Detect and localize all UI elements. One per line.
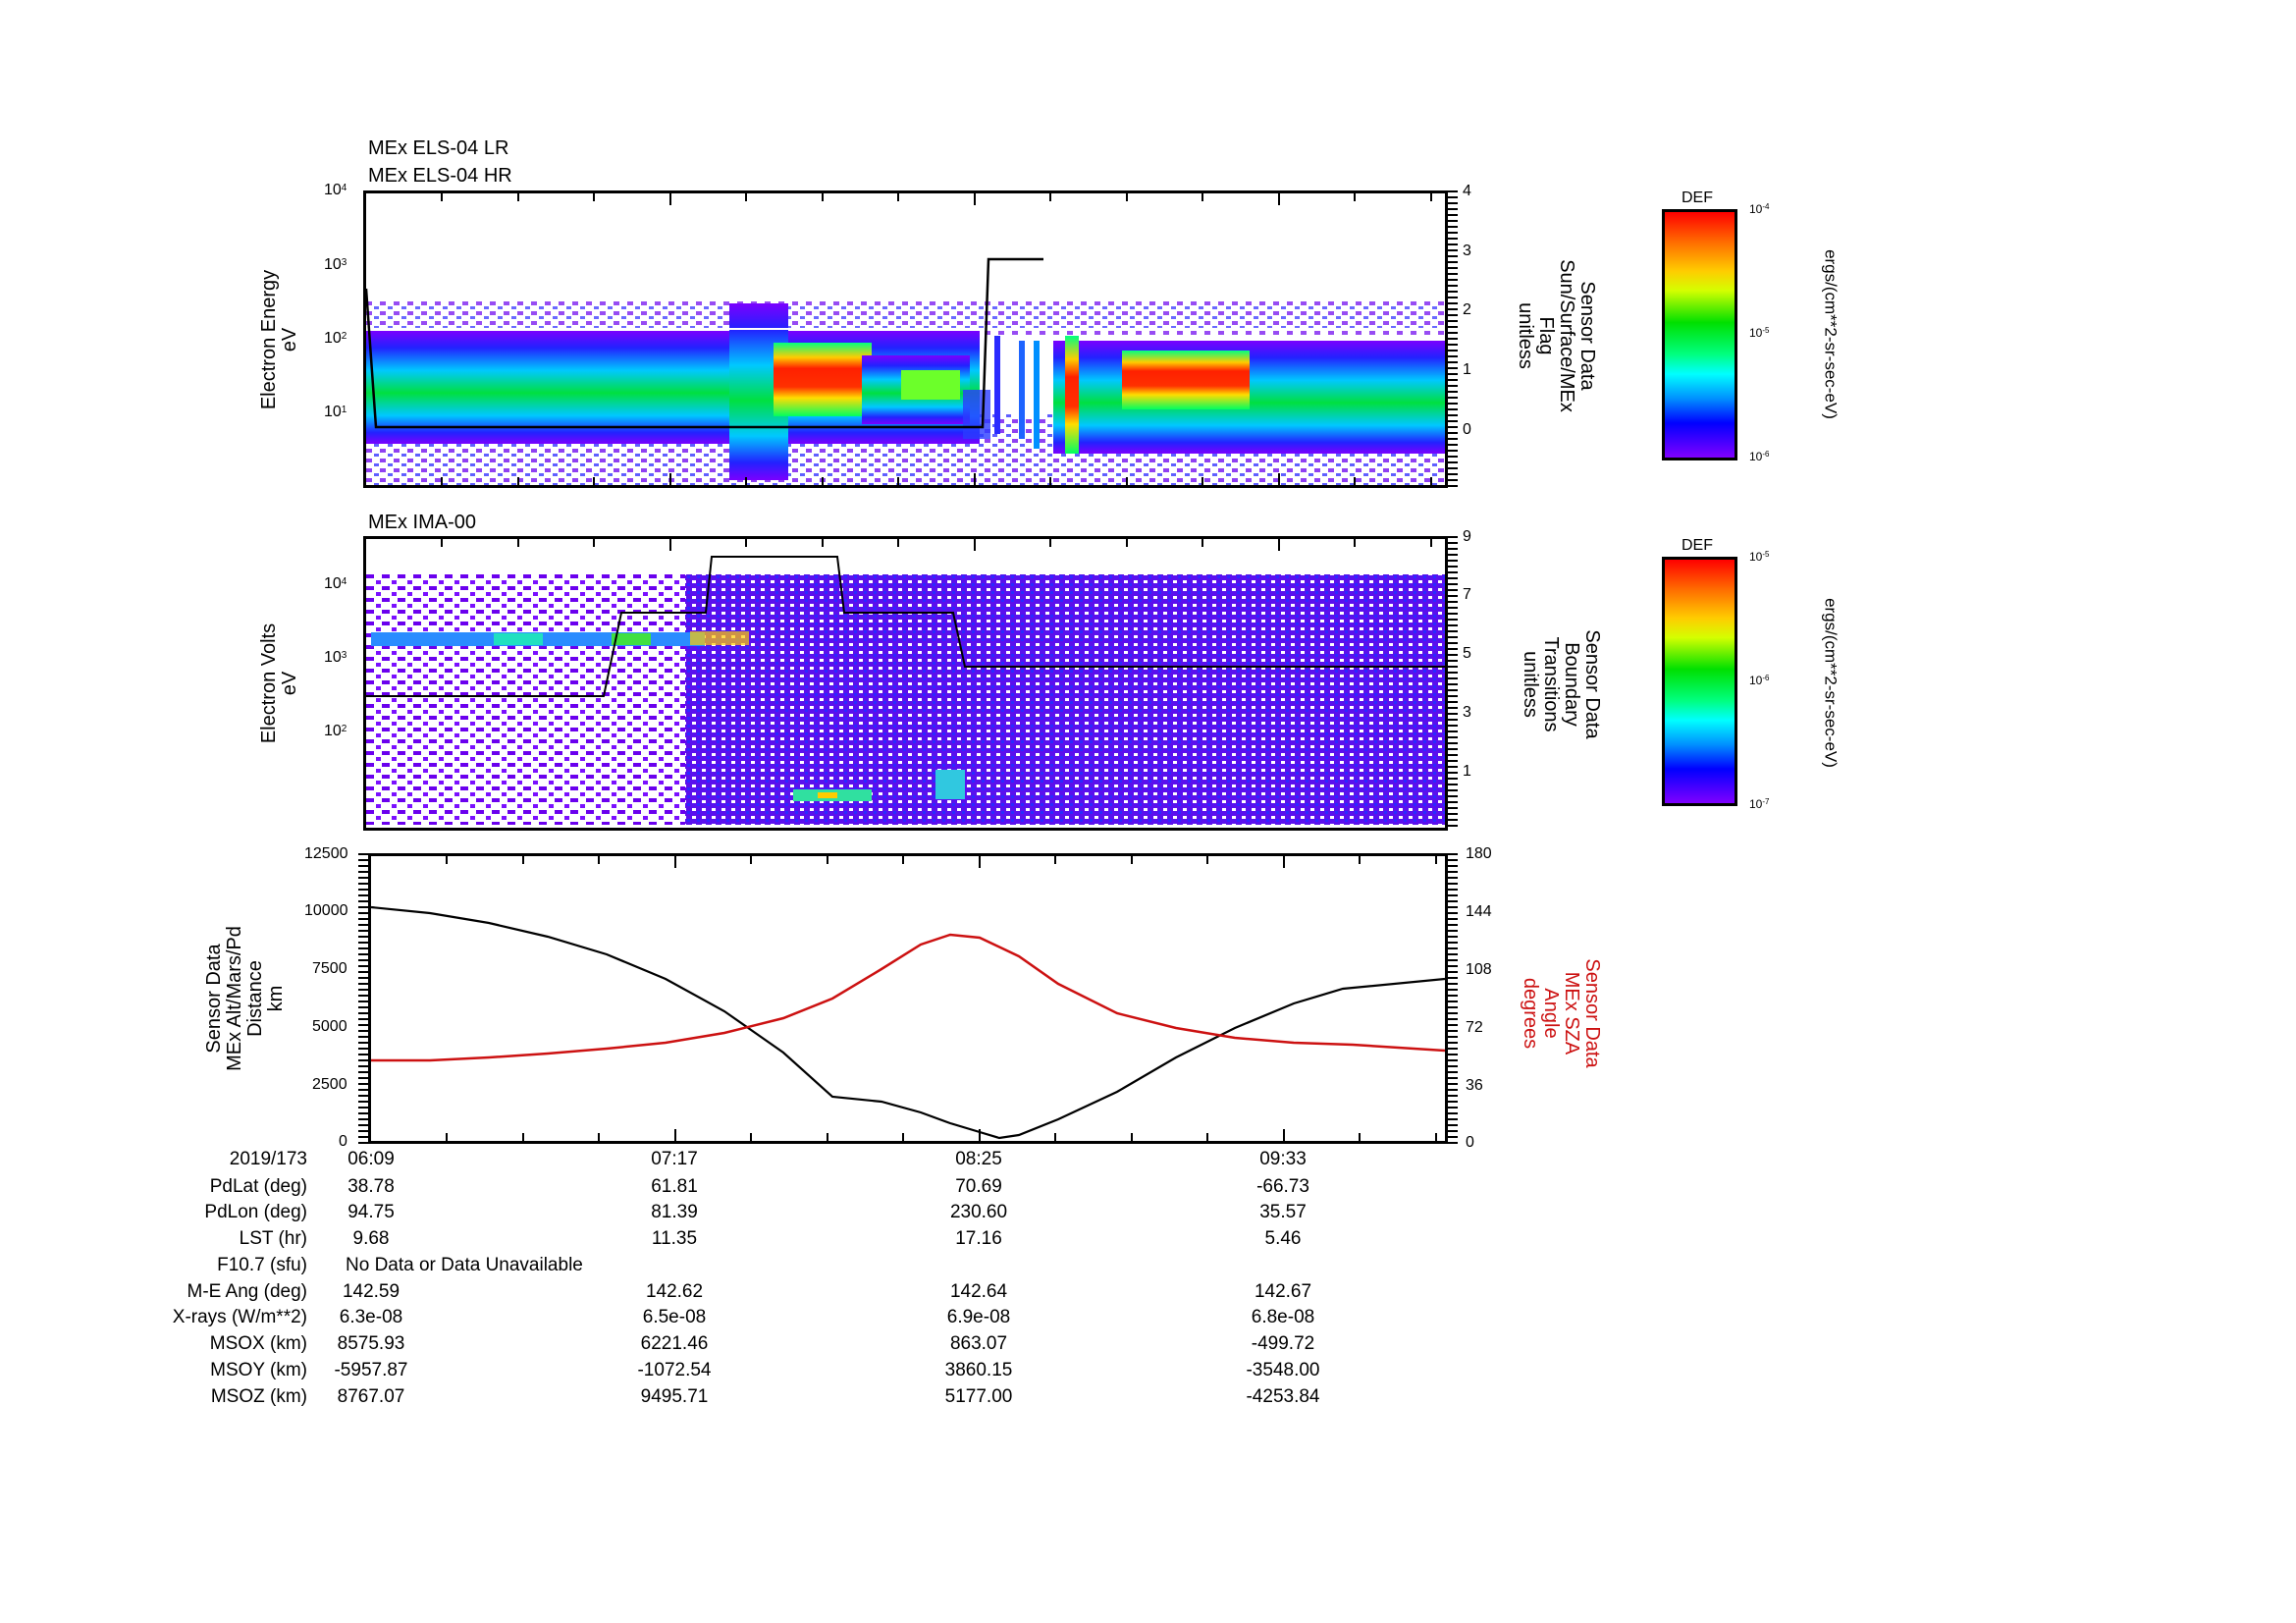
sza-line: [371, 933, 1445, 1062]
f107-no-data-note: No Data or Data Unavailable: [346, 1255, 583, 1275]
panel3-ytick-10000: 10000: [304, 902, 348, 919]
panel1-rtick-2: 2: [1463, 301, 1471, 318]
panel3-rtick-108: 108: [1466, 961, 1492, 978]
panel2-rtick-3: 3: [1463, 704, 1471, 721]
panel2-spectrogram: [366, 539, 1445, 825]
colorbar1-min: 10-6: [1749, 450, 1770, 463]
panel1-ytick-1e4: 104: [324, 182, 347, 198]
colorbar2: [1662, 557, 1737, 806]
panel1-flag-line: [366, 257, 1043, 429]
panel2-rtick-7: 7: [1463, 586, 1471, 603]
panel3-ytick-0: 0: [339, 1133, 347, 1150]
panel3-ytick-5000: 5000: [312, 1018, 347, 1035]
panel2-right-axis-ticks: [1448, 536, 1458, 831]
panel3-plot-area: [368, 853, 1448, 1144]
panel1-rtick-3: 3: [1463, 243, 1471, 259]
panel3-rtick-72: 72: [1466, 1019, 1483, 1036]
panel1-rtick-0: 0: [1463, 421, 1471, 438]
panel3-ytick-12500: 12500: [304, 845, 348, 862]
colorbar2-unit: ergs/(cm**2-sr-sec-eV): [1821, 598, 1841, 768]
panel2-ytick-1e3: 103: [324, 649, 347, 666]
panel3-ytick-2500: 2500: [312, 1076, 347, 1093]
panel2-plot-area: [363, 536, 1448, 831]
colorbar1-mid: 10-5: [1749, 326, 1770, 340]
panel3-right-axis-ticks: [1448, 853, 1458, 1144]
panel1-ytick-1e3: 103: [324, 256, 347, 273]
panel3-ylabel: Sensor Data MEx Alt/Mars/Pd Distance km: [203, 926, 287, 1071]
colorbar1-title: DEF: [1682, 189, 1713, 206]
panel1-rtick-4: 4: [1463, 183, 1471, 199]
panel2-ytick-1e4: 104: [324, 575, 347, 592]
colorbar2-title: DEF: [1682, 537, 1713, 554]
panel1-title-lr: MEx ELS-04 LR: [368, 137, 509, 159]
panel1-ytick-1e2: 102: [324, 330, 347, 347]
panel3-rtick-0: 0: [1466, 1134, 1474, 1151]
panel3-rtick-144: 144: [1466, 903, 1492, 920]
panel3-right-ylabel: Sensor Data MEx SZA Angle degrees: [1520, 958, 1603, 1068]
panel2-rtick-9: 9: [1463, 528, 1471, 545]
colorbar1-unit: ergs/(cm**2-sr-sec-eV): [1821, 249, 1841, 419]
panel1-ytick-1e1: 101: [324, 404, 347, 420]
panel3-rtick-36: 36: [1466, 1077, 1483, 1094]
panel1-right-ylabel: Sensor Data Sun/Surface/MEx Flag unitless: [1515, 259, 1598, 412]
panel2-ytick-1e2: 102: [324, 723, 347, 739]
panel2-rtick-5: 5: [1463, 645, 1471, 662]
panel1-title-hr: MEx ELS-04 HR: [368, 165, 512, 187]
colorbar2-min: 10-7: [1749, 797, 1770, 811]
panel3-line-chart: [371, 856, 1445, 1141]
panel2-ylabel: Electron Volts eV: [258, 622, 300, 744]
colorbar1-max: 10-4: [1749, 202, 1770, 216]
panel1-spectrogram: [366, 193, 1445, 485]
panel1-right-axis-ticks: [1448, 190, 1458, 488]
panel1-ylabel: Electron Energy eV: [258, 269, 300, 410]
colorbar2-max: 10-5: [1749, 550, 1770, 564]
panel3-ytick-7500: 7500: [312, 960, 347, 977]
panel3-left-axis-ticks: [358, 853, 368, 1144]
panel1-rtick-1: 1: [1463, 361, 1471, 378]
panel2-rtick-1: 1: [1463, 763, 1471, 780]
panel3-rtick-180: 180: [1466, 845, 1492, 862]
panel1-plot-area: [363, 190, 1448, 488]
colorbar2-mid: 10-6: [1749, 674, 1770, 687]
panel2-boundary-line: [366, 556, 1445, 697]
colorbar1: [1662, 209, 1737, 460]
panel2-title: MEx IMA-00: [368, 512, 477, 533]
altitude-line: [371, 905, 1445, 1140]
panel2-right-ylabel: Sensor Data Boundary Transitions unitless: [1520, 629, 1603, 739]
